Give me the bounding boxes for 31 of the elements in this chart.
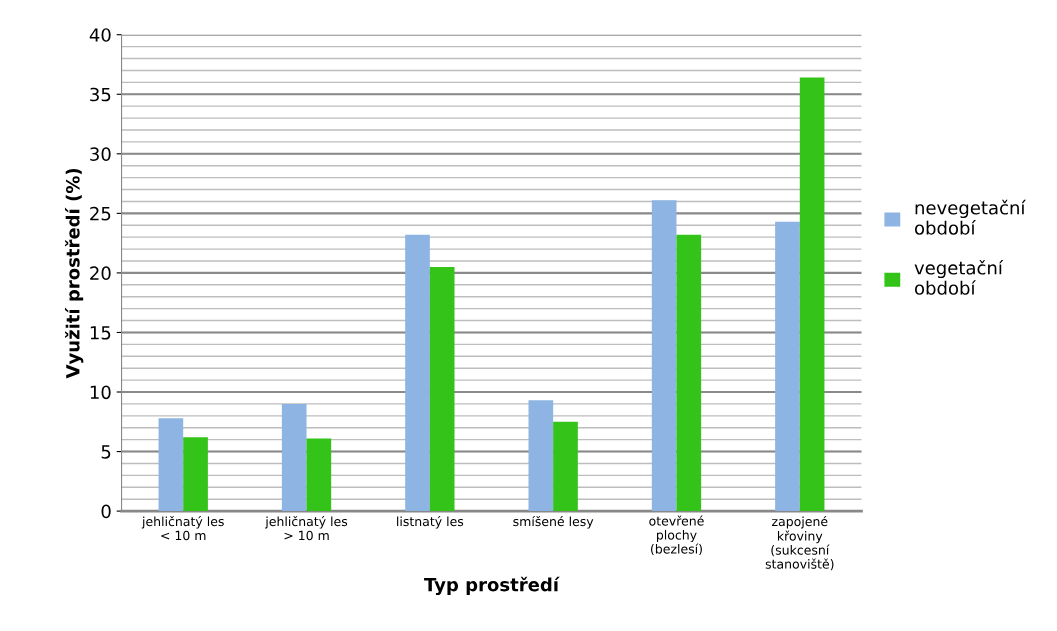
y-tick-label: 20 bbox=[90, 266, 111, 281]
y-tick-label: 10 bbox=[90, 385, 111, 400]
y-tick-label: 15 bbox=[90, 326, 111, 340]
legend-label: nevegetační období bbox=[914, 199, 1026, 235]
y-tick-label: 5 bbox=[101, 445, 111, 459]
x-tick-label: jehličnatý les > 10 m bbox=[265, 515, 348, 541]
bar bbox=[528, 400, 554, 512]
bar bbox=[158, 418, 184, 512]
x-tick-label: otevřené plochy (bezlesí) bbox=[649, 515, 704, 556]
x-tick-label: listnatý les bbox=[397, 515, 464, 529]
bar bbox=[429, 266, 455, 512]
legend-label: vegetační období bbox=[914, 259, 1004, 295]
bar bbox=[799, 77, 825, 512]
x-tick-label: zapojené křoviny (sukcesní stanoviště) bbox=[765, 515, 834, 571]
bar bbox=[775, 221, 800, 512]
bar bbox=[405, 234, 430, 512]
y-tick-label: 0 bbox=[101, 504, 111, 519]
bar bbox=[676, 234, 702, 512]
bar bbox=[183, 437, 208, 512]
y-tick-label: 35 bbox=[90, 87, 111, 102]
x-tick-label: jehličnatý les < 10 m bbox=[141, 515, 224, 541]
x-axis-title: Typ prostředí bbox=[424, 576, 560, 596]
bar bbox=[306, 438, 332, 512]
x-tick-label: smíšené lesy bbox=[513, 515, 594, 529]
y-tick-label: 25 bbox=[90, 206, 111, 221]
y-tick-label: 40 bbox=[89, 28, 111, 42]
bar bbox=[553, 421, 578, 512]
bar bbox=[281, 403, 307, 512]
y-tick-label: 30 bbox=[90, 147, 111, 161]
bar bbox=[651, 200, 677, 512]
y-axis-title: Využití prostředí (%) bbox=[64, 168, 84, 379]
